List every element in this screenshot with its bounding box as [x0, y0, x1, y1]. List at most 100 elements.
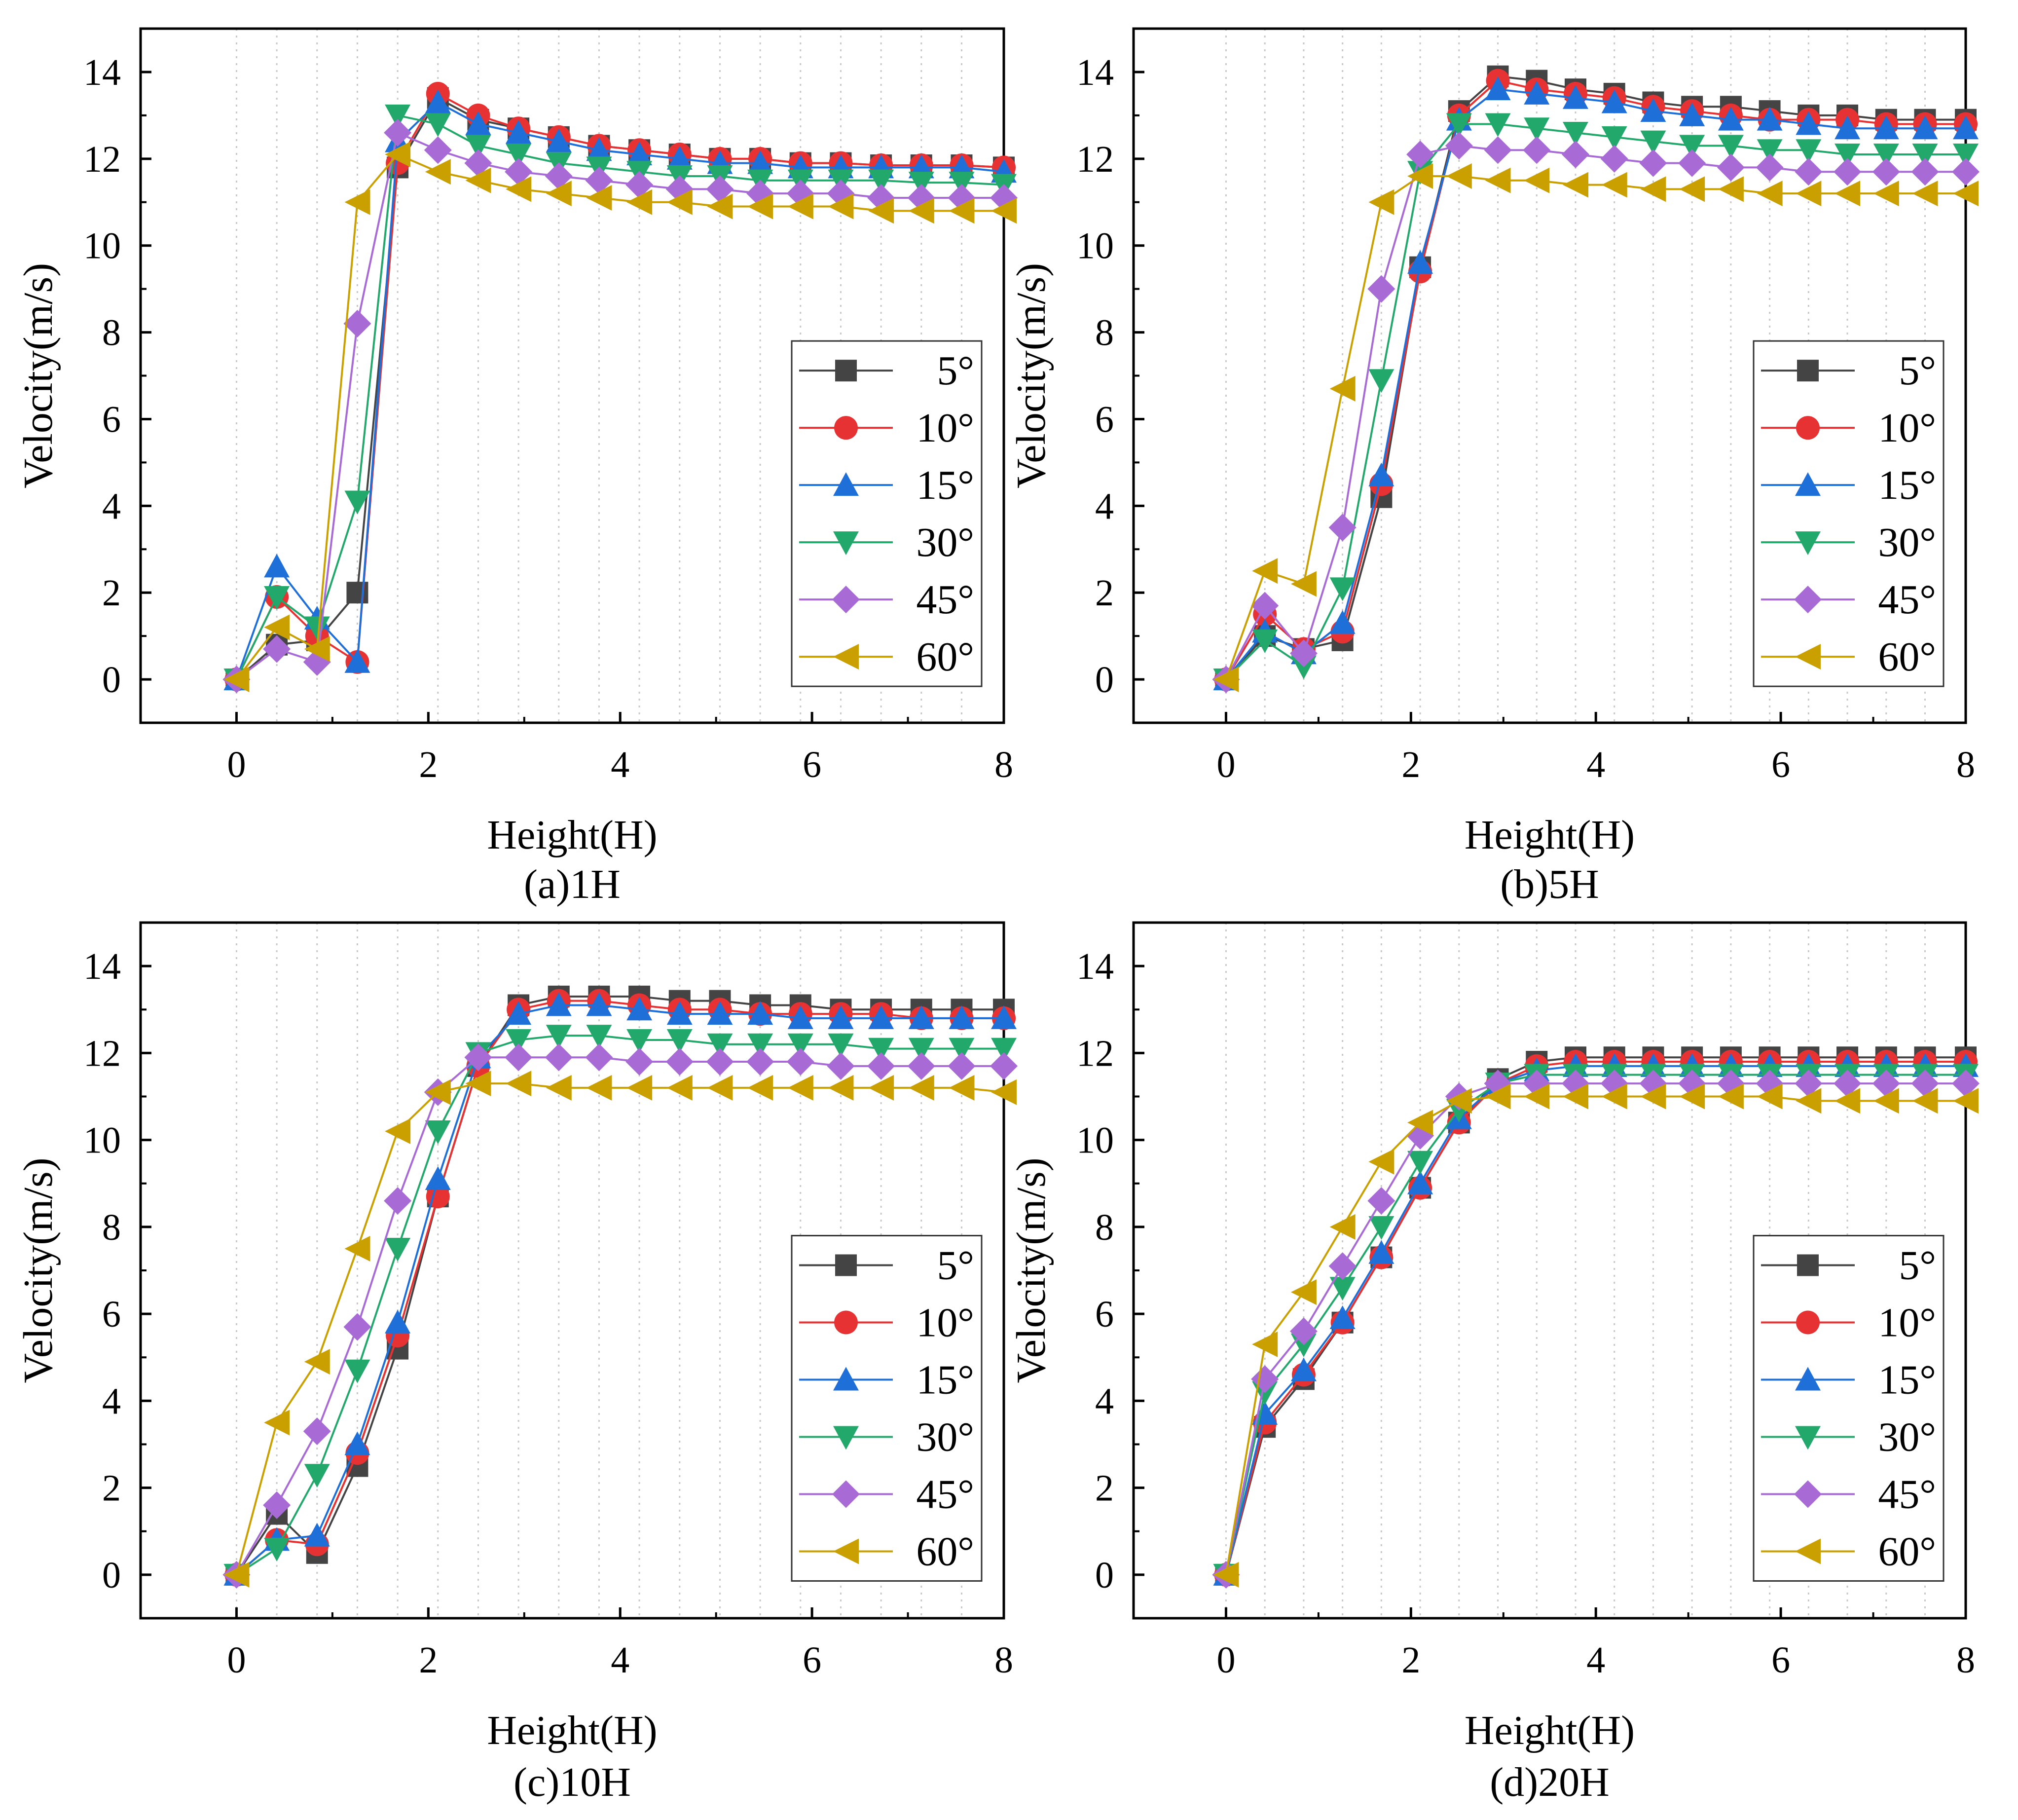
data-point — [991, 1005, 1017, 1029]
legend-marker — [834, 416, 858, 440]
legend-label: 15° — [1878, 462, 1936, 508]
data-point — [546, 181, 572, 207]
data-point — [991, 1038, 1017, 1062]
data-point — [1835, 115, 1861, 140]
data-point — [1796, 111, 1822, 135]
legend-label: 45° — [916, 1472, 974, 1518]
x-tick-label: 6 — [803, 744, 821, 785]
y-tick-label: 0 — [102, 659, 121, 701]
data-point — [344, 1235, 370, 1262]
data-point — [1329, 1214, 1356, 1240]
data-point — [1406, 141, 1434, 169]
y-tick-label: 8 — [102, 1207, 121, 1248]
data-point — [1796, 181, 1822, 207]
data-point — [626, 997, 653, 1021]
data-point — [1367, 1187, 1395, 1215]
data-point — [1718, 1083, 1744, 1110]
data-point — [546, 128, 572, 152]
data-point — [1251, 592, 1279, 620]
data-point — [465, 111, 491, 135]
x-tick-label: 6 — [803, 1639, 821, 1681]
x-tick-label: 2 — [419, 744, 438, 785]
data-point — [1290, 1357, 1317, 1381]
data-point — [1757, 1083, 1783, 1110]
data-point — [1329, 577, 1356, 601]
data-point — [1484, 136, 1512, 164]
data-point — [1368, 189, 1394, 215]
data-point — [1329, 375, 1356, 402]
y-tick-label: 12 — [1076, 139, 1114, 180]
legend-label: 10° — [916, 1300, 974, 1346]
legend-label: 5° — [937, 348, 974, 394]
legend-marker — [1796, 1310, 1820, 1335]
panel-1: 0 2 4 6 8 10 12 14 0 2 4 6 8 Height(H) Velocity(m/s) (a… — [15, 27, 1018, 907]
data-point — [546, 1025, 572, 1049]
data-point — [747, 150, 773, 174]
panel-3: 0 2 4 6 8 10 12 14 0 2 4 6 8 Height(H) Velocity(m/s) (c… — [15, 921, 1018, 1805]
legend-label: 10° — [1878, 405, 1936, 451]
legend-label: 45° — [916, 577, 974, 623]
data-point — [1407, 250, 1433, 274]
data-point — [545, 1043, 573, 1072]
data-point — [1872, 1070, 1900, 1098]
x-tick-label: 0 — [227, 1639, 246, 1681]
data-point — [1873, 181, 1899, 207]
data-point — [1718, 135, 1744, 159]
legend-label: 45° — [1878, 577, 1936, 623]
data-point — [304, 636, 330, 662]
data-point — [505, 1043, 533, 1072]
y-tick-label: 4 — [1095, 1380, 1114, 1422]
legend-marker — [1795, 1426, 1821, 1450]
data-point — [1407, 1170, 1433, 1194]
y-tick-label: 8 — [1095, 312, 1114, 354]
legend-box — [791, 1235, 983, 1582]
data-point — [1953, 181, 1979, 207]
data-point — [1911, 158, 1939, 186]
data-point — [1912, 1088, 1938, 1114]
data-point — [626, 1029, 653, 1053]
y-tick-label: 14 — [1076, 946, 1114, 987]
x-tick-label: 2 — [419, 1639, 438, 1681]
data-point — [1953, 1088, 1979, 1114]
data-point — [1524, 117, 1550, 142]
x-tick-label: 6 — [1771, 744, 1790, 785]
data-point — [545, 162, 573, 190]
data-point — [1446, 113, 1472, 137]
data-point — [223, 667, 250, 693]
legend-marker — [1795, 1367, 1821, 1391]
data-point — [1485, 1083, 1511, 1110]
data-point — [786, 1048, 814, 1076]
legend-marker — [1795, 644, 1821, 670]
legend-box — [791, 340, 983, 687]
legend-marker — [1797, 360, 1819, 382]
legend-label: 30° — [1878, 520, 1936, 565]
data-point — [949, 1075, 975, 1101]
data-point — [304, 1464, 330, 1488]
data-point — [787, 1075, 813, 1101]
data-point — [787, 1033, 813, 1057]
data-point — [626, 142, 653, 166]
data-point — [828, 1005, 854, 1029]
panel-2: 0 2 4 6 8 10 12 14 0 2 4 6 8 Height(H) Velocity(m/s) (b… — [1008, 27, 1980, 907]
legend: 5° 10° 15° 30° 45° 60° — [1753, 340, 1945, 687]
data-point — [1912, 115, 1938, 140]
data-point — [385, 1309, 411, 1334]
data-point — [1601, 89, 1627, 113]
data-point — [1872, 158, 1900, 186]
legend-marker — [832, 1480, 860, 1508]
data-point — [546, 992, 572, 1016]
data-point — [1834, 158, 1862, 186]
data-point — [868, 1005, 894, 1029]
x-axis-label: Height(H) — [1465, 812, 1635, 858]
data-point — [1679, 135, 1705, 159]
data-point — [747, 1001, 773, 1025]
data-point — [1252, 558, 1278, 584]
data-point — [506, 1001, 532, 1025]
x-tick-label: 4 — [1586, 1639, 1605, 1681]
panel-caption: (a)1H — [524, 861, 621, 907]
legend-marker — [1796, 416, 1820, 440]
y-tick-label: 6 — [1095, 399, 1114, 440]
x-tick-label: 8 — [1956, 1639, 1975, 1681]
data-point — [827, 1052, 855, 1080]
